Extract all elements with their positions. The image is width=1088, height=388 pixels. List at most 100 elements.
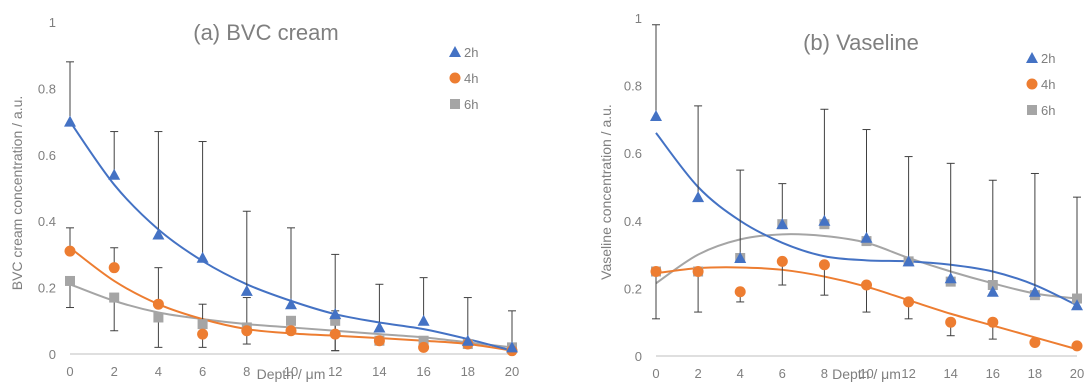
x-tick-label: 0 (652, 366, 659, 381)
data-point-2h (692, 191, 705, 203)
data-point-4h (152, 298, 164, 310)
data-point-4h (692, 266, 704, 277)
data-point-4h (1029, 336, 1041, 348)
data-point-2h (461, 334, 474, 346)
legend-marker-4h (1026, 78, 1038, 90)
legend-marker-4h (449, 72, 461, 84)
data-point-6h (153, 312, 164, 323)
y-tick-label: 1 (49, 15, 56, 30)
data-point-4h (903, 296, 915, 308)
data-point-6h (65, 275, 75, 286)
x-tick-label: 16 (416, 364, 430, 379)
legend-marker-2h (1026, 52, 1038, 63)
data-point-2h (64, 115, 76, 127)
legend-label-4h: 4h (1041, 77, 1055, 92)
data-point-4h (373, 335, 385, 347)
data-point-6h (418, 335, 429, 346)
data-point-2h (240, 284, 253, 296)
y-tick-label: 0 (635, 349, 642, 364)
x-tick-label: 8 (821, 366, 828, 381)
x-tick-label: 18 (461, 364, 475, 379)
x-axis-title: Depth / μm (257, 366, 326, 382)
x-tick-label: 4 (155, 364, 162, 379)
legend-label-2h: 2h (1041, 51, 1055, 66)
data-point-4h (197, 328, 209, 340)
x-tick-label: 10 (284, 364, 298, 379)
data-point-6h (987, 280, 998, 291)
data-point-2h (329, 308, 342, 320)
data-point-2h (152, 228, 165, 240)
data-point-2h (373, 321, 386, 333)
legend-label-4h: 4h (464, 71, 478, 86)
x-tick-label: 18 (1028, 366, 1042, 381)
x-tick-label: 2 (694, 366, 701, 381)
x-tick-label: 4 (737, 366, 744, 381)
y-tick-label: 0.2 (624, 281, 642, 296)
y-tick-label: 1 (635, 11, 642, 26)
x-axis-title: Depth / μm (832, 366, 901, 382)
data-point-6h (1072, 293, 1082, 304)
chart-title: (a) BVC cream (193, 20, 338, 45)
x-tick-label: 2 (111, 364, 118, 379)
data-point-2h (417, 314, 430, 326)
legend-marker-6h (1027, 105, 1037, 115)
legend-label-2h: 2h (464, 45, 478, 60)
data-point-4h (1071, 340, 1083, 352)
y-tick-label: 0.8 (38, 81, 56, 96)
data-point-2h (776, 218, 789, 230)
y-axis-title: BVC cream concentration / a.u. (9, 96, 25, 291)
y-tick-label: 0.6 (624, 146, 642, 161)
y-axis-title: Vaseline concentration / a.u. (598, 104, 614, 280)
chart-title: (b) Vaseline (803, 30, 919, 55)
trendline-2h (655, 132, 1078, 307)
data-point-4h (650, 266, 662, 277)
legend-label-6h: 6h (464, 97, 478, 112)
legend-marker-2h (449, 46, 461, 57)
x-tick-label: 0 (66, 364, 73, 379)
x-tick-label: 10 (859, 366, 873, 381)
y-tick-label: 0 (49, 347, 56, 362)
data-point-4h (108, 262, 120, 274)
data-point-4h (776, 255, 788, 267)
data-point-6h (286, 315, 296, 326)
data-point-2h (860, 231, 873, 243)
legend-marker-6h (450, 99, 460, 109)
x-tick-label: 12 (901, 366, 915, 381)
data-point-4h (861, 279, 872, 291)
data-point-2h (902, 255, 915, 267)
x-tick-label: 8 (243, 364, 250, 379)
data-point-2h (1028, 285, 1041, 297)
data-point-2h (944, 272, 957, 284)
data-point-4h (418, 341, 430, 353)
x-tick-label: 14 (943, 366, 957, 381)
y-tick-label: 0.4 (38, 214, 56, 229)
y-tick-label: 0.4 (624, 214, 642, 229)
x-tick-label: 6 (779, 366, 786, 381)
chart-panel-bvc-cream: 0 0.2 0.4 0.6 0.8 1 0 2 4 6 8 10 12 14 16 18 20 Depth / μ… (0, 0, 545, 383)
data-point-4h (329, 328, 341, 340)
legend-label-6h: 6h (1041, 103, 1055, 118)
data-point-4h (987, 316, 999, 328)
data-point-2h (734, 251, 747, 263)
data-point-2h (196, 251, 209, 263)
data-point-6h (197, 319, 208, 330)
data-point-2h (108, 168, 121, 180)
data-point-2h (285, 298, 297, 310)
data-point-4h (241, 325, 253, 337)
y-tick-label: 0.2 (38, 281, 56, 296)
x-tick-label: 16 (986, 366, 1000, 381)
data-point-6h (330, 315, 341, 326)
data-point-2h (1071, 299, 1083, 311)
data-point-4h (818, 259, 830, 271)
x-tick-label: 6 (199, 364, 206, 379)
data-point-2h (986, 285, 999, 297)
data-point-2h (650, 110, 662, 122)
data-point-2h (818, 214, 831, 226)
data-point-4h (945, 316, 957, 328)
chart-panel-vaseline: 0 0.2 0.4 0.6 0.8 1 0 2 4 6 8 10 12 14 16 18 20 Depth / μ… (545, 0, 1088, 383)
data-point-2h (506, 341, 518, 353)
data-point-4h (734, 286, 746, 298)
data-point-6h (109, 292, 120, 303)
